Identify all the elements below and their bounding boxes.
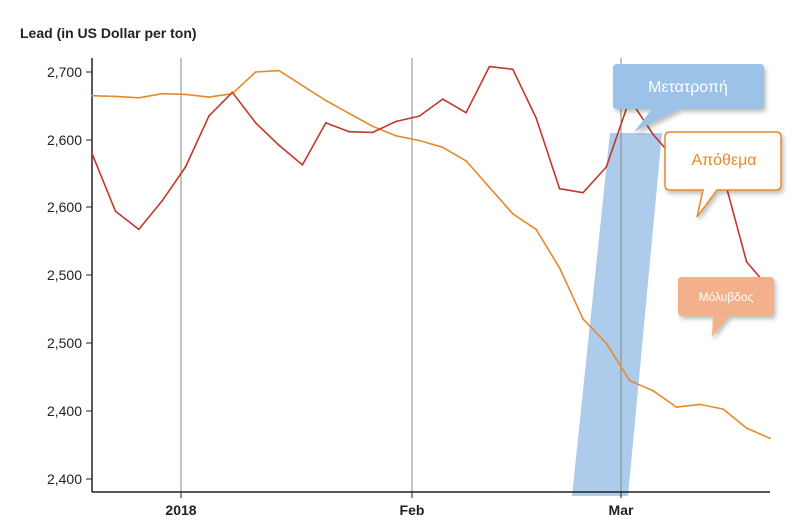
y-tick-label-5: 2,400 [47,403,82,419]
data-point-stock-14 [418,139,421,142]
series-line-lead [91,65,771,290]
data-point-lead-22 [605,166,608,168]
data-point-lead-14 [418,115,421,117]
data-point-stock-5 [208,96,210,98]
x-tick-label-feb: Feb [400,502,425,518]
data-point-stock-2 [137,96,140,99]
data-point-stock-16 [465,160,467,162]
callout-conversion-box [613,64,764,132]
data-point-lead-16 [465,111,467,114]
data-point-stock-29 [769,437,771,440]
callout-stock-text: Απόθεμα [691,152,756,169]
x-tick-label-mar: Mar [609,502,634,518]
data-point-lead-2 [137,228,140,231]
y-tick-label-2: 2,600 [47,199,82,215]
data-point-stock-23 [628,379,631,382]
data-point-lead-28 [745,261,748,263]
data-point-lead-21 [582,191,584,194]
data-point-lead-3 [161,200,164,202]
data-point-stock-21 [582,318,584,320]
data-point-stock-26 [699,403,701,406]
data-point-lead-19 [535,117,538,119]
data-point-stock-1 [114,95,117,98]
data-point-stock-10 [324,99,327,102]
data-point-stock-12 [371,125,374,128]
highlight-band [572,133,662,496]
data-point-lead-9 [301,164,304,166]
series-line-stock [91,69,771,440]
data-point-lead-8 [278,144,280,147]
data-point-lead-6 [231,91,234,94]
data-point-stock-0 [91,94,93,97]
x-ticks: 2018 Feb Mar [165,492,634,518]
callout-stock-box [664,131,782,218]
data-point-stock-3 [161,92,164,95]
data-point-lead-18 [511,68,514,71]
data-point-lead-5 [208,115,210,117]
x-tick-label-2018: 2018 [165,502,196,518]
y-tick-label-3: 2,500 [47,267,82,283]
data-point-stock-7 [254,71,257,73]
data-point-lead-13 [395,120,397,123]
data-point-stock-18 [511,212,514,215]
callout-lead-text: Μόλυβδος [699,290,754,304]
data-point-stock-20 [558,267,561,269]
data-point-stock-6 [231,92,234,95]
data-point-stock-22 [605,342,608,345]
data-point-lead-24 [652,133,654,136]
data-point-lead-12 [371,131,374,134]
data-point-stock-17 [488,186,491,189]
series-points [91,65,771,440]
data-point-lead-4 [184,166,187,168]
callout-conversion [613,64,764,132]
callout-stock [664,131,782,218]
y-tick-label-1: 2,600 [47,132,82,148]
data-point-stock-15 [441,146,444,149]
data-point-stock-25 [675,406,678,408]
data-point-stock-9 [301,84,304,87]
callout-conversion-text: Μετατροπή [648,79,728,96]
callout-lead-box [678,277,774,337]
data-point-stock-4 [184,93,187,96]
data-point-stock-28 [745,427,748,429]
callout-lead [678,277,774,337]
y-ticks: 2,700 2,600 2,600 2,500 2,500 2,400 2,40… [47,64,92,487]
data-point-stock-13 [395,134,397,137]
chart-title: Lead (in US Dollar per ton) [20,25,197,41]
data-point-stock-19 [535,228,538,231]
data-point-lead-17 [488,65,491,68]
data-point-lead-11 [348,130,351,133]
y-tick-label-4: 2,500 [47,335,82,351]
data-point-lead-20 [558,187,561,190]
data-point-stock-11 [348,112,351,115]
data-point-lead-15 [441,98,444,100]
data-point-lead-10 [324,122,327,124]
y-tick-label-6: 2,400 [47,471,82,487]
gridlines [180,58,622,492]
data-point-lead-0 [91,152,93,155]
y-tick-label-0: 2,700 [47,64,82,80]
data-point-stock-24 [652,389,654,392]
data-point-stock-27 [722,408,725,410]
data-point-lead-7 [254,122,257,124]
data-point-stock-8 [278,69,280,72]
data-point-lead-1 [114,210,117,213]
